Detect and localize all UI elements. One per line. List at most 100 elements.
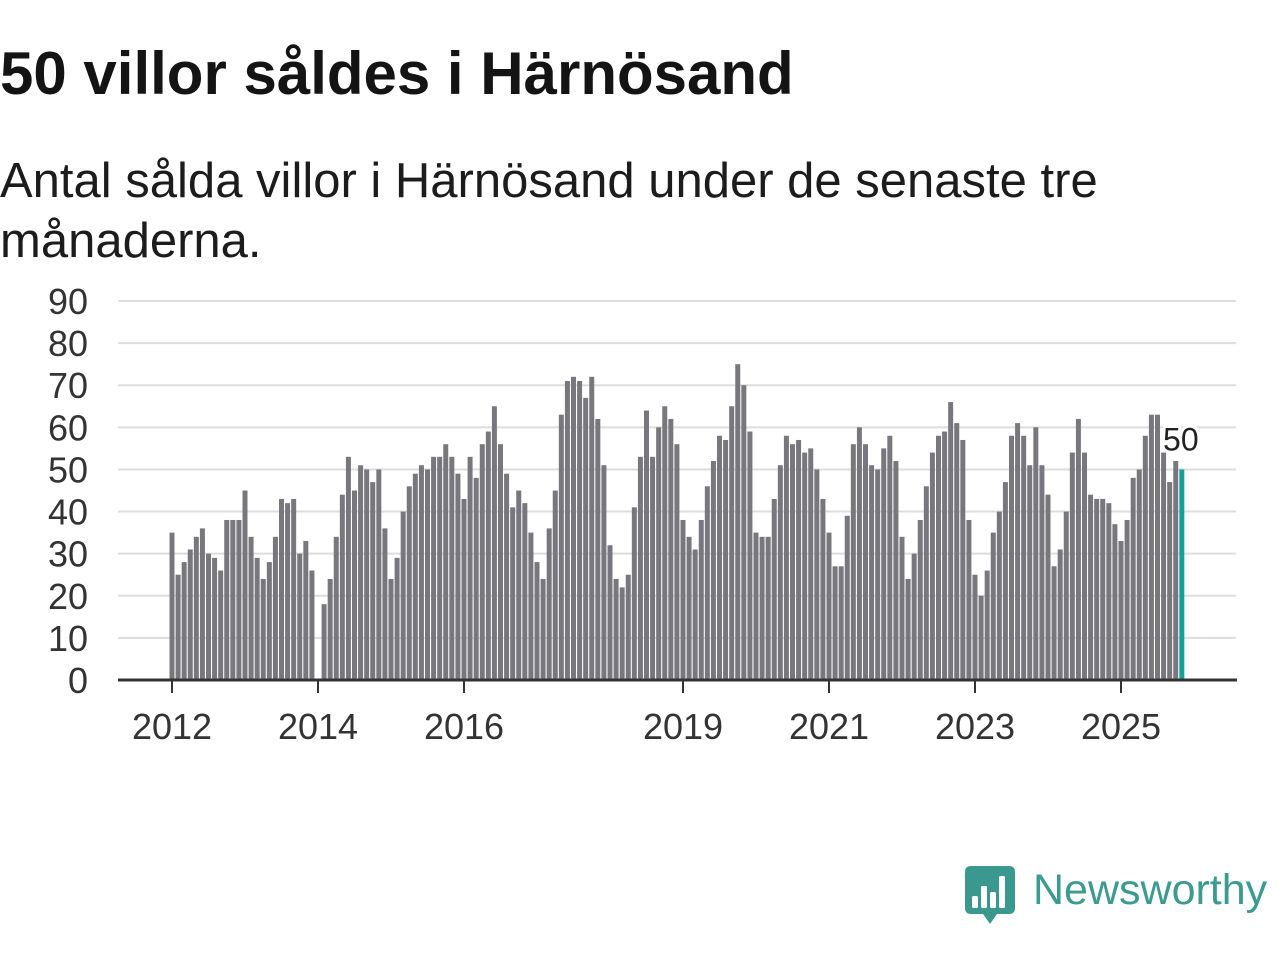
bar-2018-7 bbox=[644, 410, 649, 680]
y-tick-label: 0 bbox=[68, 660, 88, 701]
bar-2024-8 bbox=[1088, 494, 1094, 680]
x-tick-label: 2021 bbox=[789, 706, 869, 747]
bar-2018-9 bbox=[656, 427, 662, 680]
bar-2022-10 bbox=[954, 423, 960, 680]
bar-2015-12 bbox=[455, 473, 461, 680]
bar-2016-2 bbox=[467, 456, 473, 680]
bar-2021-1 bbox=[826, 532, 832, 680]
bar-2025-4 bbox=[1136, 469, 1142, 680]
bar-2020-12 bbox=[820, 498, 826, 680]
bar-2020-1 bbox=[753, 532, 759, 680]
logo-bar bbox=[981, 886, 987, 908]
bar-2017-4 bbox=[552, 490, 558, 680]
bar-2023-6 bbox=[1002, 482, 1008, 680]
bar-2025-1 bbox=[1118, 541, 1124, 680]
bar-2016-12 bbox=[528, 532, 534, 680]
bar-2019-3 bbox=[692, 549, 698, 680]
bar-2022-2 bbox=[905, 578, 911, 680]
bar-2019-10 bbox=[735, 364, 741, 680]
x-tick-label: 2016 bbox=[424, 706, 504, 747]
y-tick-label: 60 bbox=[48, 407, 88, 448]
bar-2025-5 bbox=[1142, 435, 1148, 680]
bar-2020-4 bbox=[771, 498, 777, 680]
bar-2020-5 bbox=[777, 465, 783, 680]
y-tick-label: 50 bbox=[48, 449, 88, 490]
bar-2021-7 bbox=[863, 444, 868, 680]
bar-2025-10 bbox=[1173, 461, 1179, 680]
bar-2018-1 bbox=[607, 545, 613, 680]
y-tick-label: 30 bbox=[48, 534, 88, 575]
bar-2018-3 bbox=[619, 587, 625, 680]
bar-2017-12 bbox=[601, 465, 607, 680]
bar-2016-8 bbox=[504, 473, 510, 680]
bar-2018-5 bbox=[631, 507, 637, 680]
bar-2018-11 bbox=[668, 418, 674, 680]
x-tick-label: 2012 bbox=[132, 706, 212, 747]
bar-2014-7 bbox=[352, 490, 357, 680]
bar-2013-6 bbox=[272, 536, 278, 680]
bar-2017-7 bbox=[571, 376, 576, 680]
bar-2021-9 bbox=[875, 469, 881, 680]
bar-2015-3 bbox=[400, 511, 406, 680]
bar-2013-5 bbox=[266, 562, 272, 680]
bar-2022-8 bbox=[942, 431, 948, 680]
bar-2019-12 bbox=[747, 431, 753, 680]
bar-2022-4 bbox=[917, 519, 923, 680]
bar-2018-12 bbox=[674, 444, 680, 680]
bar-2013-12 bbox=[309, 570, 315, 680]
bar-2020-8 bbox=[796, 439, 802, 680]
bar-2021-6 bbox=[856, 427, 862, 680]
chart-subtitle: Antal sålda villor i Härnösand under de … bbox=[0, 154, 1098, 268]
bar-2012-6 bbox=[199, 528, 205, 680]
bar-2014-4 bbox=[333, 536, 339, 680]
bar-2024-1 bbox=[1045, 494, 1051, 680]
x-axis: 2012 2014 2016 2019 2021 2023 2025 bbox=[118, 678, 1237, 747]
bar-2014-9 bbox=[364, 469, 370, 680]
bar-2021-5 bbox=[850, 444, 856, 680]
bar-2019-7 bbox=[717, 435, 722, 680]
bar-2023-10 bbox=[1027, 465, 1033, 680]
bar-2025-6 bbox=[1148, 414, 1154, 680]
bar-2021-8 bbox=[869, 465, 875, 680]
bar-2019-8 bbox=[723, 439, 729, 680]
bar-2023-1 bbox=[972, 574, 978, 680]
x-tick-label: 2014 bbox=[278, 706, 358, 747]
bar-2016-6 bbox=[491, 406, 497, 680]
bar-2016-1 bbox=[461, 498, 467, 680]
bar-2022-6 bbox=[929, 452, 935, 680]
bar-2023-2 bbox=[978, 595, 984, 680]
highlight-bar-2025-11 bbox=[1179, 469, 1185, 680]
bar-2024-7 bbox=[1082, 452, 1087, 680]
bar-2018-2 bbox=[613, 578, 619, 680]
bar-2019-1 bbox=[680, 519, 686, 680]
bar-2019-9 bbox=[729, 406, 735, 680]
bar-2015-7 bbox=[425, 469, 430, 680]
bar-2020-2 bbox=[759, 536, 765, 680]
bar-2019-2 bbox=[686, 536, 692, 680]
bar-2017-5 bbox=[558, 414, 564, 680]
bar-2016-10 bbox=[516, 490, 522, 680]
bar-2022-1 bbox=[899, 536, 905, 680]
y-tick-label: 70 bbox=[48, 365, 88, 406]
bar-2024-10 bbox=[1100, 498, 1106, 680]
brand-logo: Newsworthy bbox=[963, 864, 1273, 928]
bar-2024-6 bbox=[1075, 418, 1081, 680]
logo-bar bbox=[972, 896, 978, 908]
bar-2020-7 bbox=[790, 444, 795, 680]
bar-2016-11 bbox=[522, 503, 528, 680]
bar-2017-3 bbox=[546, 528, 552, 680]
y-tick-label: 10 bbox=[48, 618, 88, 659]
bar-2014-12 bbox=[382, 528, 388, 680]
bar-2017-9 bbox=[583, 397, 589, 680]
bar-2025-9 bbox=[1167, 482, 1173, 680]
y-tick-label: 40 bbox=[48, 492, 88, 533]
bar-2017-10 bbox=[589, 376, 595, 680]
bar-2021-11 bbox=[887, 435, 893, 680]
bar-2012-10 bbox=[224, 519, 230, 680]
bar-2020-9 bbox=[802, 452, 808, 680]
bar-2023-8 bbox=[1015, 423, 1021, 680]
bar-2014-2 bbox=[321, 604, 327, 680]
bar-2025-2 bbox=[1124, 519, 1130, 680]
bar-2016-3 bbox=[473, 477, 479, 680]
